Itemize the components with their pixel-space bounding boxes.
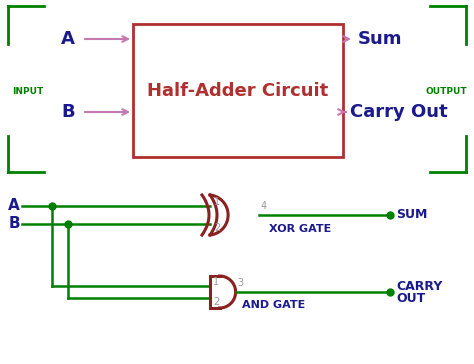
Text: 2: 2 xyxy=(214,223,220,233)
Text: OUTPUT: OUTPUT xyxy=(425,87,467,95)
Text: 4: 4 xyxy=(261,201,267,211)
Text: Half-Adder Circuit: Half-Adder Circuit xyxy=(147,82,328,99)
Text: 2: 2 xyxy=(213,297,219,308)
Text: 1: 1 xyxy=(213,277,219,286)
Text: A: A xyxy=(8,198,20,214)
Text: SUM: SUM xyxy=(396,209,428,222)
Bar xyxy=(133,24,343,157)
Text: A: A xyxy=(61,30,75,48)
Text: Sum: Sum xyxy=(358,30,402,48)
Text: INPUT: INPUT xyxy=(12,87,44,95)
Text: CARRY: CARRY xyxy=(396,281,442,293)
Text: B: B xyxy=(8,217,20,232)
Text: OUT: OUT xyxy=(396,293,425,305)
Text: Carry Out: Carry Out xyxy=(350,103,447,121)
Text: 1: 1 xyxy=(214,197,220,207)
Text: AND GATE: AND GATE xyxy=(242,300,305,310)
Text: 3: 3 xyxy=(237,278,244,288)
Text: XOR GATE: XOR GATE xyxy=(269,224,331,234)
Text: B: B xyxy=(61,103,75,121)
